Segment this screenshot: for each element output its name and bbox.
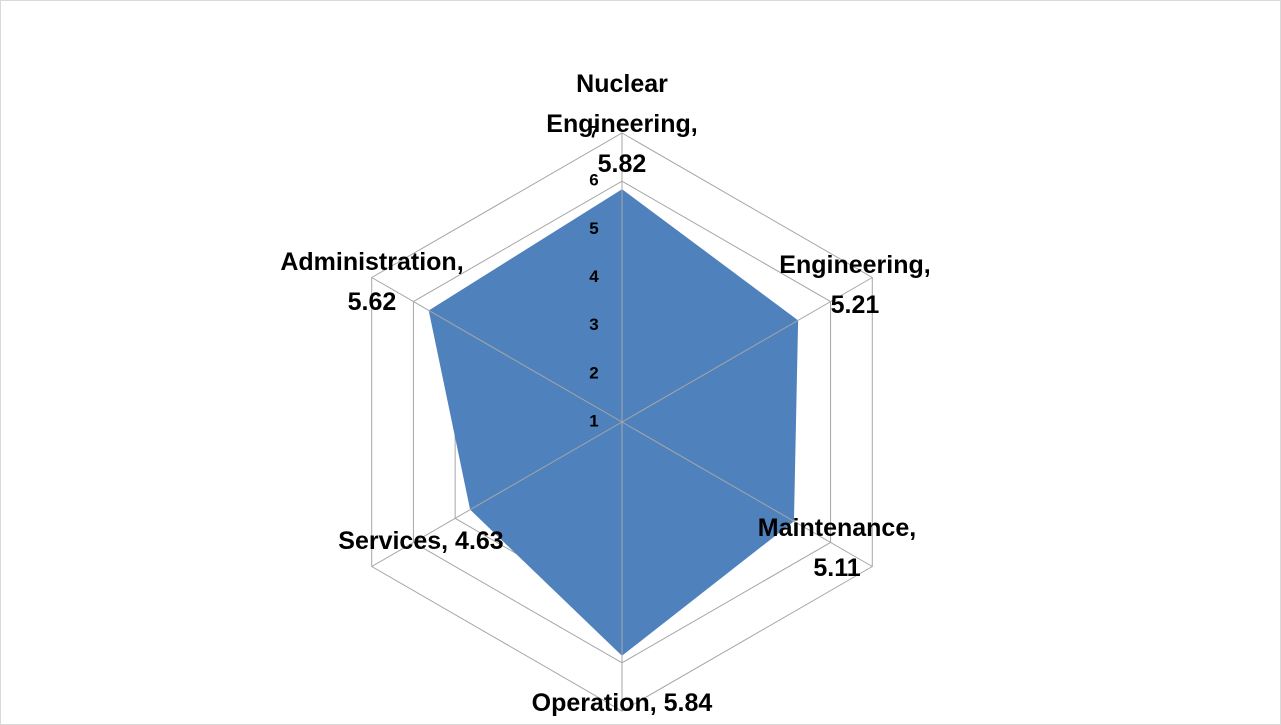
data-label: Engineering, 5.21 xyxy=(770,245,940,325)
y-tick-label: 5 xyxy=(589,219,598,238)
category-label: Nuclear Engineering xyxy=(546,70,691,138)
spoke xyxy=(621,277,873,423)
category-label: Services xyxy=(338,527,442,555)
category-label: Administration xyxy=(280,248,457,276)
y-tick-label: 6 xyxy=(589,171,598,190)
spoke xyxy=(371,421,623,567)
y-tick-label: 2 xyxy=(589,363,598,382)
label-separator: , xyxy=(909,514,917,542)
y-tick-label: 3 xyxy=(589,315,598,334)
category-label: Operation xyxy=(531,689,650,717)
data-label: Nuclear Engineering, 5.82 xyxy=(537,64,707,184)
value-label: 4.63 xyxy=(455,527,504,555)
ticks: 1 2 3 4 5 6 7 xyxy=(589,122,599,430)
data-label: Maintenance, 5.11 xyxy=(737,508,937,588)
data-label: Services, 4.63 xyxy=(271,521,571,561)
data-label: Operation, 5.84 xyxy=(472,683,772,723)
y-tick-label: 4 xyxy=(589,267,599,286)
data-label: Administration, 5.62 xyxy=(262,242,482,322)
spoke xyxy=(371,277,623,423)
label-separator: , xyxy=(456,248,464,276)
value-label: 5.62 xyxy=(347,288,397,316)
value-label: 5.84 xyxy=(663,689,713,717)
value-label: 5.82 xyxy=(597,150,647,178)
category-label: Maintenance xyxy=(757,514,910,542)
label-separator: , xyxy=(690,110,698,138)
value-label: 5.11 xyxy=(813,554,861,582)
value-label: 5.21 xyxy=(830,291,880,319)
label-separator: , xyxy=(649,689,657,717)
spoke xyxy=(621,421,873,567)
label-separator: , xyxy=(923,251,931,279)
spokes xyxy=(371,133,873,711)
category-label: Engineering xyxy=(779,251,924,279)
y-tick-label: 7 xyxy=(589,122,598,141)
y-tick-label: 1 xyxy=(589,411,598,430)
label-separator: , xyxy=(441,527,449,555)
